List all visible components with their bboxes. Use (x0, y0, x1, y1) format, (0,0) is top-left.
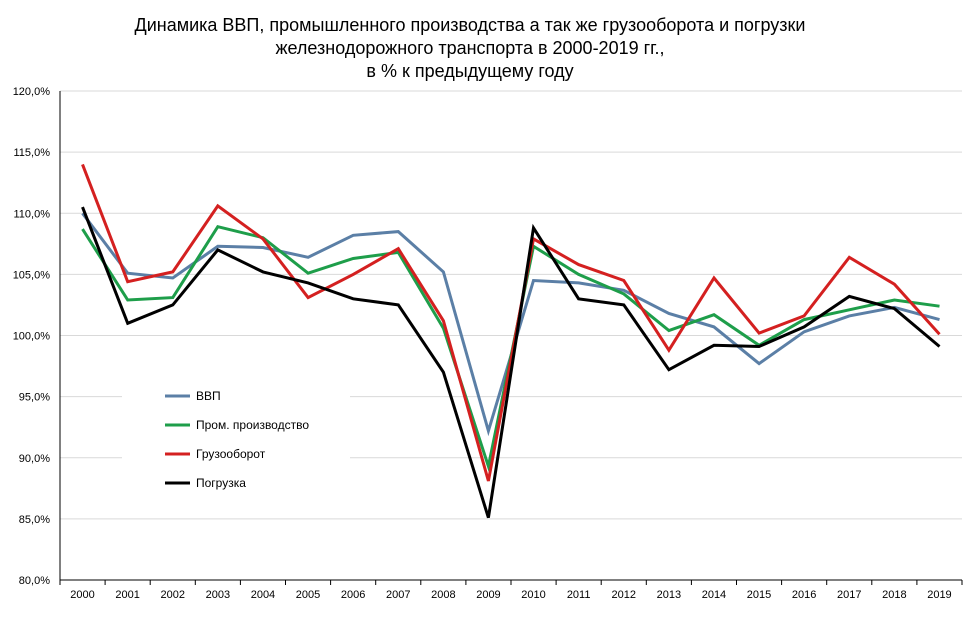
x-tick-label: 2012 (612, 589, 636, 601)
x-tick-label: 2007 (386, 589, 410, 601)
x-tick-label: 2004 (251, 589, 275, 601)
legend-label: Погрузка (196, 476, 246, 490)
y-tick-label: 100,0% (13, 331, 51, 343)
x-tick-label: 2005 (296, 589, 320, 601)
legend-label: Грузооборот (196, 447, 266, 461)
x-tick-label: 2008 (431, 589, 455, 601)
y-tick-label: 120,0% (13, 86, 51, 98)
chart-title: Динамика ВВП, промышленного производства… (0, 14, 940, 83)
legend-background (122, 380, 350, 500)
axes: 80,0% 85,0% 90,0% 95,0% 100,0% 105,0% 110,0% 11… (13, 86, 963, 601)
y-tick-label: 110,0% (14, 208, 51, 220)
chart-title-line-1: Динамика ВВП, промышленного производства… (134, 15, 806, 35)
legend-label: ВВП (196, 389, 221, 403)
chart-title-line-3: в % к предыдущему году (366, 61, 574, 81)
x-tick-label: 2001 (115, 589, 139, 601)
x-tick-label: 2009 (476, 589, 500, 601)
x-tick-label: 2014 (702, 589, 726, 601)
x-tick-label: 2002 (161, 589, 185, 601)
x-tick-label: 2013 (657, 589, 681, 601)
y-tick-label: 80,0% (19, 575, 50, 587)
x-tick-label: 2019 (927, 589, 951, 601)
x-tick-label: 2010 (521, 589, 545, 601)
x-tick-label: 2017 (837, 589, 861, 601)
x-tick-label: 2018 (882, 589, 906, 601)
y-tick-label: 90,0% (19, 453, 50, 465)
x-tick-label: 2015 (747, 589, 771, 601)
y-tick-label: 105,0% (13, 269, 51, 281)
legend-label: Пром. производство (196, 418, 309, 432)
x-tick-label: 2016 (792, 589, 816, 601)
y-tick-label: 85,0% (19, 514, 50, 526)
series-line-3 (81, 163, 941, 482)
x-tick-label: 2003 (206, 589, 230, 601)
legend: ВВП Пром. производство Грузооборот Погрузка (122, 380, 350, 500)
series-lines (81, 163, 941, 519)
x-tick-label: 2006 (341, 589, 365, 601)
series-line-4 (81, 206, 941, 519)
chart-title-line-2: железнодорожного транспорта в 2000-2019 … (275, 38, 665, 58)
x-tick-label: 2011 (567, 589, 591, 601)
x-tick-label: 2000 (70, 589, 94, 601)
y-tick-label: 115,0% (14, 147, 51, 159)
y-tick-label: 95,0% (19, 392, 50, 404)
